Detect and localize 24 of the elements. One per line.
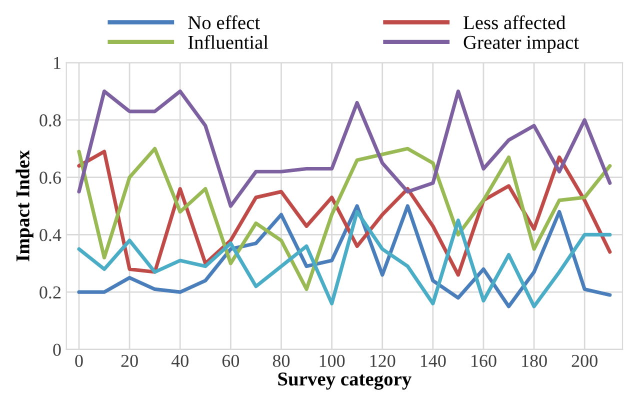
x-tick-label: 160	[472, 354, 496, 368]
x-tick-label: 20	[121, 354, 138, 368]
y-tick-label: 0.6	[40, 172, 61, 184]
y-tick-label: 0.4	[40, 228, 62, 242]
y-axis-title: Impact Index	[16, 150, 34, 262]
legend-label: Influential	[188, 35, 268, 49]
x-axis-title: Survey category	[278, 372, 412, 390]
y-tick-label: 1	[54, 56, 60, 69]
y-tick-label: 0	[53, 344, 61, 356]
legend-label: Greater impact	[464, 36, 579, 53]
x-tick-label: 140	[420, 354, 446, 368]
x-tick-label: 200	[572, 354, 598, 368]
y-tick-label: 0.2	[40, 286, 61, 299]
x-tick-label: 120	[370, 354, 396, 368]
x-tick-label: 180	[522, 354, 547, 368]
line-series	[77, 90, 612, 208]
x-tick-label: 0	[75, 354, 83, 368]
x-tick-label: 60	[222, 354, 240, 368]
y-tick-label: 0.8	[40, 114, 61, 127]
x-tick-label: 40	[171, 354, 188, 368]
x-tick-label: 80	[272, 354, 290, 368]
x-tick-label: 100	[320, 354, 345, 368]
legend-label: No effect	[188, 15, 260, 30]
legend-label: Less affected	[464, 15, 566, 30]
